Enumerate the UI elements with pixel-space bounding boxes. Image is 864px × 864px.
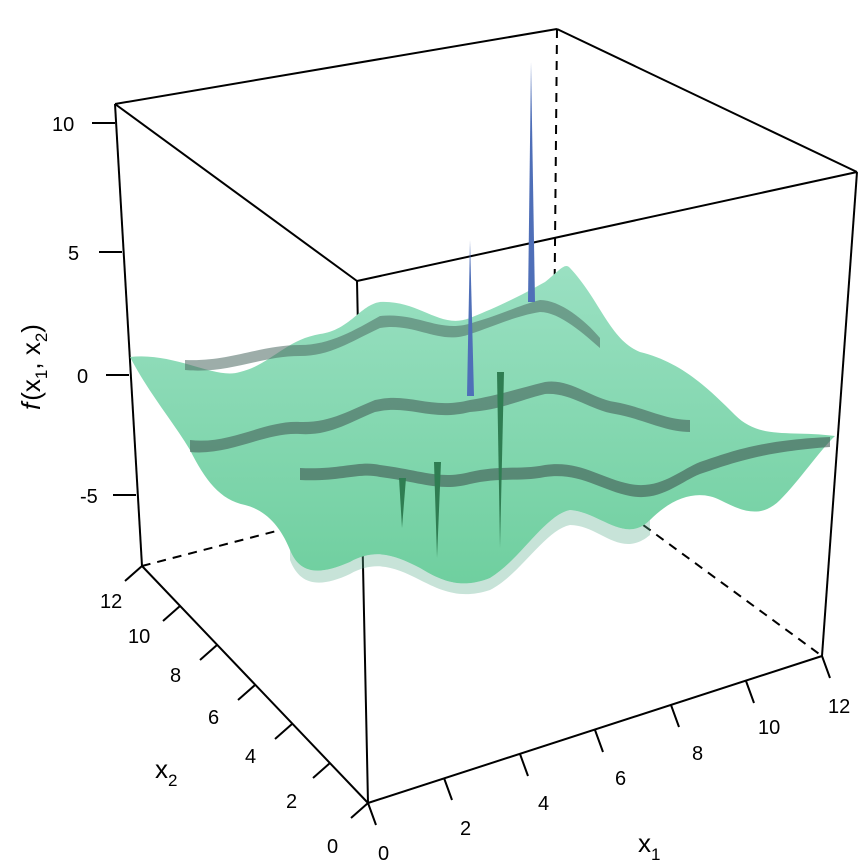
x1-title-sub: 1: [651, 845, 660, 864]
z-title-sub2: 2: [32, 333, 51, 342]
surface: [130, 265, 835, 595]
box-top-right: [556, 28, 858, 173]
box-top-left: [114, 103, 358, 282]
x1-tick-label: 0: [378, 843, 389, 864]
x1-tick-mark: [745, 680, 755, 704]
x2-axis-title: x2: [155, 754, 177, 790]
z-tick-label: 5: [68, 243, 79, 265]
x2-tick-mark: [124, 565, 143, 582]
x1-tick-mark: [519, 753, 529, 777]
x2-tick-label: 10: [128, 626, 150, 648]
box-top-back: [114, 28, 558, 105]
x1-tick-label: 6: [615, 768, 626, 790]
spikes: [399, 62, 535, 558]
z-axis-title: f(x1, x2): [16, 324, 51, 410]
x2-title-base: x: [155, 754, 168, 784]
x2-tick-label: 12: [100, 591, 122, 613]
z-title-close: ): [16, 324, 46, 333]
z-axis: [92, 122, 136, 496]
surface-ridge-front: [300, 437, 830, 498]
z-tick-label: 10: [52, 114, 74, 136]
x2-tick-label: 0: [327, 836, 338, 858]
spike-down-2: [434, 462, 441, 558]
x2-tick-label: 8: [170, 665, 181, 687]
x1-axis: [367, 655, 831, 826]
x2-tick-mark: [312, 762, 331, 779]
box-right-vertical: [821, 171, 858, 657]
z-title-open: (x: [16, 379, 46, 401]
z-title-mid: , x: [16, 342, 46, 369]
x2-tick-label: 2: [286, 791, 297, 813]
x2-tick-mark: [162, 605, 181, 622]
x1-tick-mark: [443, 777, 453, 801]
spike-down-1: [497, 372, 504, 548]
x1-tick-label: 10: [758, 717, 780, 739]
x1-axis-title: x1: [638, 828, 660, 864]
box-left-vertical: [114, 103, 143, 567]
z-title-italic-f: f: [16, 400, 46, 410]
x1-tick-label: 2: [460, 818, 471, 840]
z-tick-label: 0: [77, 366, 88, 388]
surface-ridge-back: [185, 300, 600, 371]
surface-body: [130, 265, 835, 584]
x1-tick-label: 8: [692, 743, 703, 765]
x2-tick-label: 6: [208, 707, 219, 729]
spike-up-medium: [467, 240, 474, 396]
z-tick-label: -5: [80, 486, 98, 508]
spike-up-tall: [528, 62, 535, 302]
x1-tick-mark: [670, 704, 680, 728]
x1-tick-mark: [821, 655, 831, 679]
z-title-sub1: 1: [32, 370, 51, 379]
x1-tick-label: 4: [538, 793, 549, 815]
x2-title-sub: 2: [168, 771, 177, 790]
x1-title-base: x: [638, 828, 651, 858]
x1-tick-label: 12: [828, 696, 850, 718]
surface-ridge-middle: [190, 381, 690, 453]
x2-tick-mark: [199, 644, 218, 661]
x2-axis: [124, 565, 369, 819]
x1-tick-mark: [594, 729, 604, 753]
x2-tick-mark: [350, 802, 369, 819]
x2-tick-mark: [274, 723, 293, 740]
x1-tick-mark: [367, 802, 377, 826]
x2-tick-label: 4: [245, 746, 256, 768]
x2-tick-mark: [237, 684, 256, 701]
spike-down-3: [399, 478, 406, 528]
box-bottom-right: [367, 655, 823, 804]
box-top-front: [356, 171, 858, 282]
